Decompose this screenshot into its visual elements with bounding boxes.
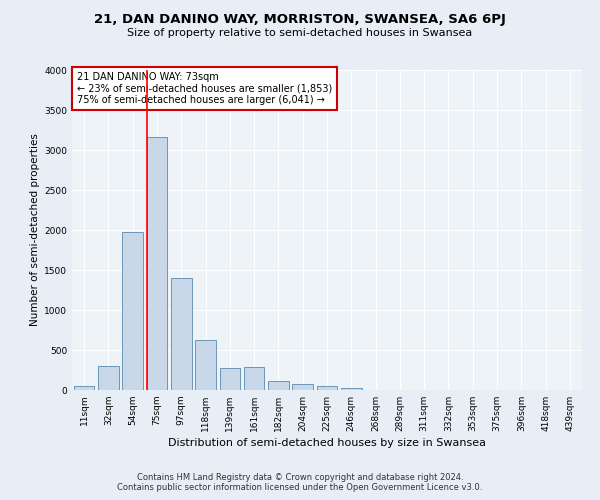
Bar [317, 386, 337, 390]
Text: Contains HM Land Registry data © Crown copyright and database right 2024.
Contai: Contains HM Land Registry data © Crown c… [118, 473, 482, 492]
X-axis label: Distribution of semi-detached houses by size in Swansea: Distribution of semi-detached houses by … [168, 438, 486, 448]
Text: Size of property relative to semi-detached houses in Swansea: Size of property relative to semi-detach… [127, 28, 473, 38]
Bar [292, 384, 313, 390]
Bar [122, 232, 143, 390]
Bar [195, 340, 216, 390]
Bar [74, 386, 94, 390]
Bar [146, 137, 167, 390]
Bar [220, 368, 240, 390]
Bar [341, 388, 362, 390]
Bar [98, 366, 119, 390]
Bar [171, 278, 191, 390]
Text: 21, DAN DANINO WAY, MORRISTON, SWANSEA, SA6 6PJ: 21, DAN DANINO WAY, MORRISTON, SWANSEA, … [94, 12, 506, 26]
Y-axis label: Number of semi-detached properties: Number of semi-detached properties [30, 134, 40, 326]
Bar [244, 367, 265, 390]
Text: 21 DAN DANINO WAY: 73sqm
← 23% of semi-detached houses are smaller (1,853)
75% o: 21 DAN DANINO WAY: 73sqm ← 23% of semi-d… [77, 72, 332, 105]
Bar [268, 381, 289, 390]
